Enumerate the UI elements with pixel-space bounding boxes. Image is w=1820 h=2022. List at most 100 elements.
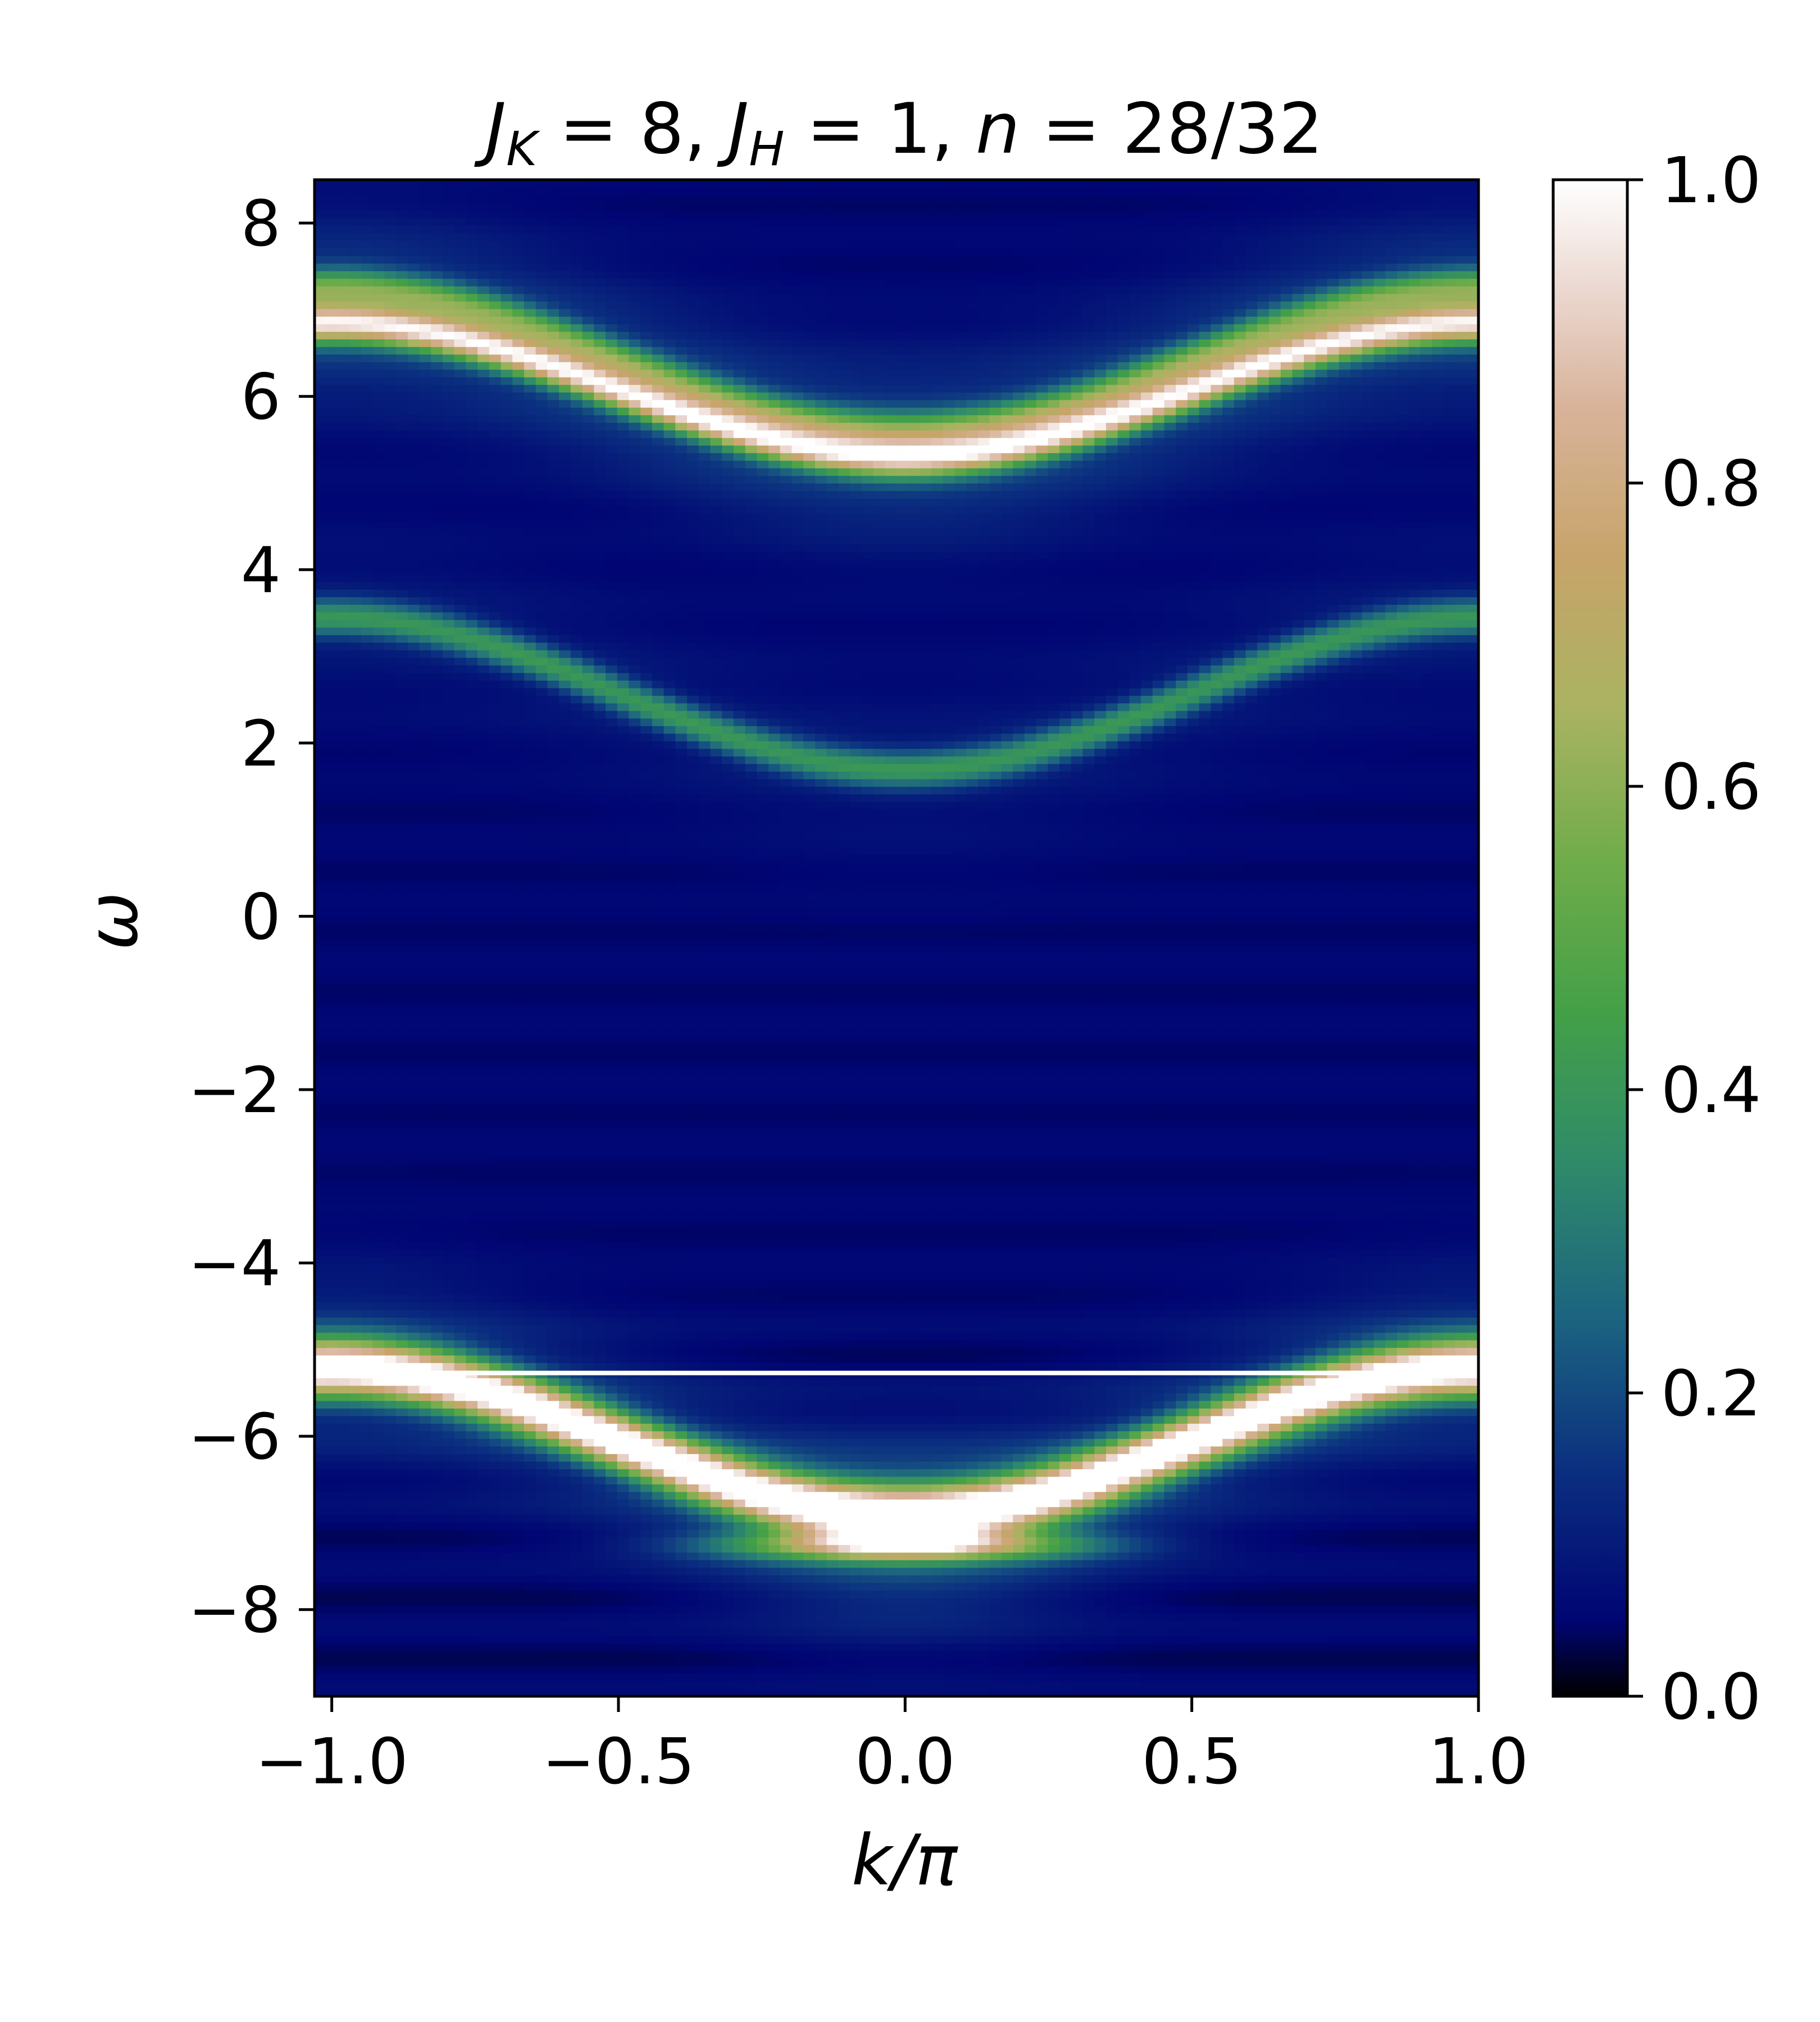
heatmap-cell <box>489 642 502 650</box>
heatmap-cell <box>396 293 408 302</box>
heatmap-cell <box>431 778 443 787</box>
heatmap-cell <box>315 960 327 969</box>
heatmap-cell <box>582 635 595 643</box>
heatmap-cell <box>338 1324 350 1333</box>
heatmap-cell <box>594 1036 606 1045</box>
heatmap-cell <box>489 1423 502 1432</box>
heatmap-cell <box>349 695 362 704</box>
heatmap-cell <box>512 513 525 522</box>
heatmap-cell <box>594 1090 606 1098</box>
heatmap-cell <box>559 483 571 491</box>
heatmap-cell <box>547 490 559 499</box>
heatmap-cell <box>442 1476 455 1484</box>
heatmap-cell <box>535 384 548 393</box>
heatmap-cell <box>315 278 327 286</box>
heatmap-cell <box>535 1666 548 1674</box>
heatmap-cell <box>477 362 490 370</box>
heatmap-cell <box>454 1491 467 1500</box>
heatmap-cell <box>419 1499 431 1508</box>
heatmap-cell <box>431 1651 443 1659</box>
heatmap-cell <box>466 1590 478 1599</box>
heatmap-cell <box>419 324 431 332</box>
heatmap-cell <box>361 1264 374 1272</box>
heatmap-cell <box>407 604 420 613</box>
heatmap-cell <box>349 399 362 408</box>
heatmap-cell <box>466 748 478 757</box>
heatmap-cell <box>512 1514 525 1523</box>
heatmap-cell <box>535 726 548 734</box>
heatmap-cell <box>419 885 431 893</box>
heatmap-cell <box>489 839 502 848</box>
heatmap-cell <box>315 1082 327 1090</box>
heatmap-cell <box>489 460 502 468</box>
heatmap-cell <box>315 286 327 294</box>
heatmap-cell <box>547 240 559 249</box>
heatmap-cell <box>466 960 478 969</box>
heatmap-cell <box>349 1029 362 1037</box>
heatmap-cell <box>594 1514 606 1523</box>
heatmap-cell <box>582 399 595 408</box>
heatmap-cell <box>396 665 408 673</box>
heatmap-cell <box>547 1681 559 1689</box>
heatmap-cell <box>477 741 490 749</box>
heatmap-cell <box>466 278 478 286</box>
heatmap-cell <box>454 498 467 507</box>
heatmap-cell <box>535 248 548 256</box>
heatmap-cell <box>489 1218 502 1227</box>
heatmap-cell <box>477 703 490 711</box>
heatmap-cell <box>361 544 374 552</box>
heatmap-cell <box>349 763 362 772</box>
heatmap-cell <box>349 430 362 438</box>
heatmap-cell <box>594 687 606 696</box>
heatmap-cell <box>396 1181 408 1189</box>
heatmap-cell <box>372 1469 385 1477</box>
heatmap-cell <box>338 1256 350 1265</box>
heatmap-cell <box>570 1105 583 1113</box>
heatmap-cell <box>419 1415 431 1424</box>
heatmap-cell <box>466 551 478 559</box>
heatmap-cell <box>315 392 327 400</box>
heatmap-cell <box>326 665 339 673</box>
heatmap-cell <box>594 1454 606 1462</box>
heatmap-cell <box>582 1165 595 1174</box>
heatmap-cell <box>582 695 595 704</box>
heatmap-cell <box>559 1575 571 1583</box>
heatmap-cell <box>349 1385 362 1393</box>
heatmap-cell <box>535 1317 548 1326</box>
heatmap-cell <box>559 1454 571 1462</box>
heatmap-cell <box>419 627 431 635</box>
heatmap-cell <box>349 1408 362 1417</box>
heatmap-cell <box>547 407 559 416</box>
heatmap-cell <box>454 1393 467 1401</box>
heatmap-cell <box>454 551 467 559</box>
heatmap-cell <box>384 748 397 757</box>
heatmap-cell <box>419 1636 431 1644</box>
heatmap-cell <box>419 551 431 559</box>
heatmap-cell <box>419 1142 431 1151</box>
heatmap-cell <box>524 1476 536 1484</box>
heatmap-cell <box>372 1454 385 1462</box>
heatmap-cell <box>570 286 583 294</box>
heatmap-cell <box>559 574 571 582</box>
heatmap-cell <box>372 976 385 984</box>
heatmap-cell <box>466 407 478 416</box>
heatmap-cell <box>326 786 339 795</box>
heatmap-cell <box>535 635 548 643</box>
heatmap-cell <box>594 839 606 848</box>
heatmap-cell <box>535 566 548 575</box>
heatmap-cell <box>570 513 583 522</box>
heatmap-cell <box>547 1537 559 1545</box>
heatmap-cell <box>349 1651 362 1659</box>
heatmap-cell <box>372 574 385 582</box>
heatmap-cell <box>454 976 467 984</box>
heatmap-cell <box>512 430 525 438</box>
heatmap-cell <box>315 1014 327 1022</box>
heatmap-cell <box>361 1522 374 1530</box>
heatmap-cell <box>338 1074 350 1083</box>
heatmap-cell <box>501 1203 513 1212</box>
heatmap-cell <box>361 1408 374 1417</box>
heatmap-cell <box>442 1454 455 1462</box>
heatmap-cell <box>442 847 455 855</box>
heatmap-cell <box>594 483 606 491</box>
heatmap-cell <box>466 900 478 908</box>
